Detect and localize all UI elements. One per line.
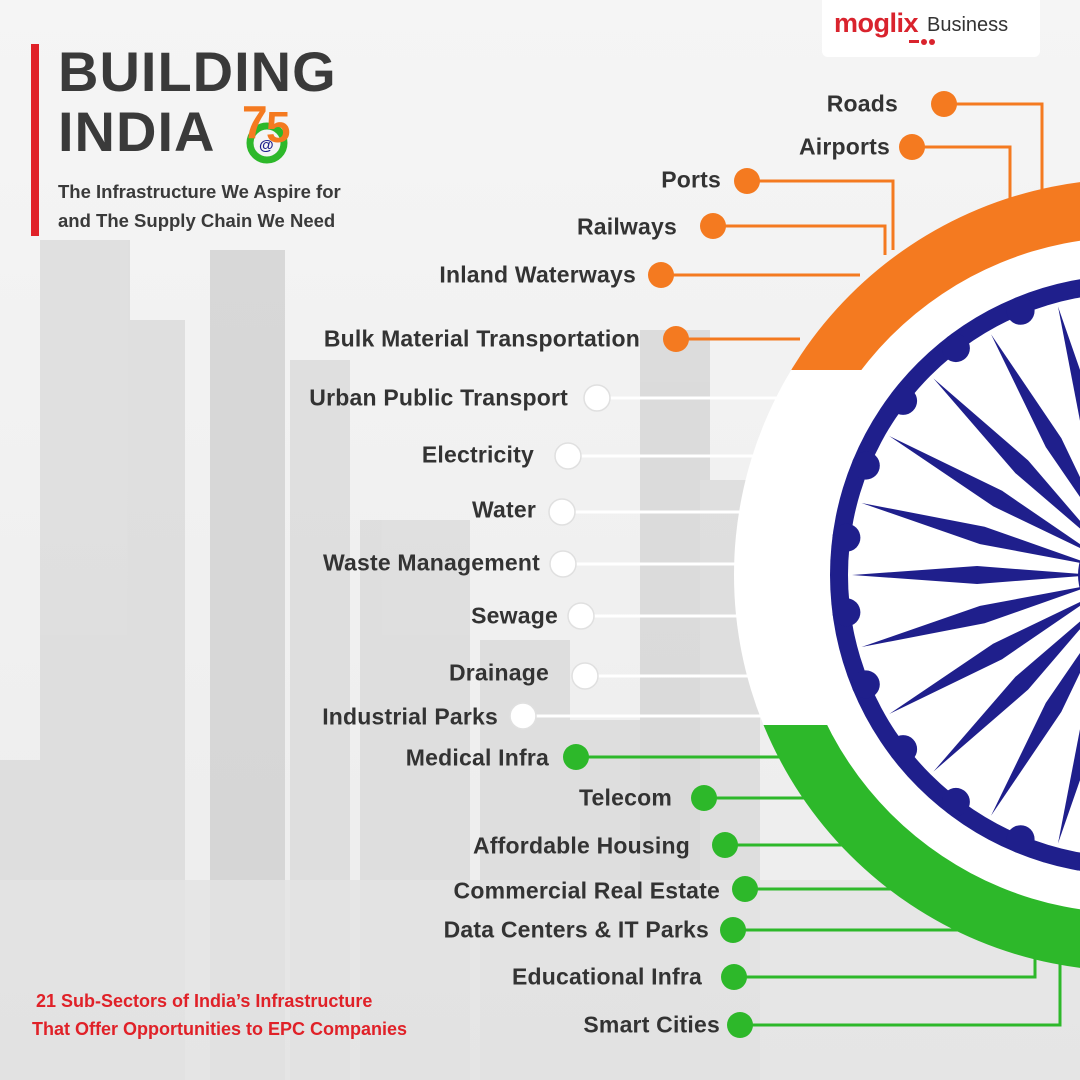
connector-dot <box>583 384 611 412</box>
chakra-spoke <box>861 503 1080 563</box>
connector-dot <box>700 213 726 239</box>
connector-line <box>912 145 1012 205</box>
sector-label: Industrial Parks <box>322 703 498 730</box>
sector-label: Data Centers & IT Parks <box>443 916 709 943</box>
footer-line-1: 21 Sub-Sectors of India’s Infrastructure <box>36 991 373 1011</box>
connector-dot <box>727 1012 753 1038</box>
connector-dot <box>554 442 582 470</box>
connector-line <box>747 179 895 250</box>
sector-label: Waste Management <box>322 549 540 576</box>
connector-dot <box>648 262 674 288</box>
connector-dot <box>571 662 599 690</box>
chakra-spoke <box>991 334 1080 498</box>
badge-seven: 7 <box>242 100 268 148</box>
sector-label: Affordable Housing <box>473 832 690 859</box>
connector-dot <box>663 326 689 352</box>
chakra-spoke <box>933 378 1080 529</box>
chakra-spoke <box>889 602 1080 714</box>
connector-dot <box>549 550 577 578</box>
chakra-spoke <box>1058 306 1080 421</box>
connector-line <box>713 224 887 255</box>
connector-line <box>944 102 1044 200</box>
sector-label: Sewage <box>471 602 558 629</box>
sector-label: Water <box>471 496 536 523</box>
connector-dot <box>712 832 738 858</box>
sector-label: Commercial Real Estate <box>453 877 720 904</box>
sector-label: Roads <box>826 90 898 117</box>
brand-name: moglix <box>834 8 919 38</box>
page-title-line-2: INDIA <box>58 100 216 163</box>
sector-label: Airports <box>798 133 890 160</box>
sector-label: Telecom <box>578 784 672 811</box>
page-title-line-1: BUILDING <box>58 40 337 103</box>
connector-dot <box>721 964 747 990</box>
connector-dot <box>509 702 537 730</box>
sector-label: Urban Public Transport <box>309 384 568 411</box>
connector-dot <box>931 91 957 117</box>
ashoka-chakra <box>830 279 1080 871</box>
subtitle-line-2: and The Supply Chain We Need <box>58 210 336 231</box>
chakra-spoke <box>991 652 1080 816</box>
connector-dot <box>563 744 589 770</box>
subtitle-line-1: The Infrastructure We Aspire for <box>58 181 341 202</box>
brand-suffix: Business <box>927 14 1009 36</box>
brand-logo: moglix Business <box>822 0 1040 57</box>
india-at-75-badge: 7 5 @ <box>242 100 290 164</box>
badge-at: @ <box>259 137 274 154</box>
sector-label: Inland Waterways <box>439 261 636 288</box>
title-accent-bar <box>31 44 39 236</box>
chakra-spoke <box>1058 729 1080 844</box>
connector-dot <box>899 134 925 160</box>
chakra-spoke <box>852 566 1080 584</box>
badge-five: 5 <box>266 103 290 152</box>
connector-dot <box>691 785 717 811</box>
sector-label: Drainage <box>448 659 549 686</box>
chakra-spoke <box>933 621 1080 772</box>
footer-line-2: That Offer Opportunities to EPC Companie… <box>32 1019 408 1039</box>
connector-dot <box>720 917 746 943</box>
sector-label: Smart Cities <box>583 1011 720 1038</box>
brand-dots-icon <box>909 39 935 45</box>
connector-dot <box>734 168 760 194</box>
sector-label: Medical Infra <box>405 744 549 771</box>
connector-dot <box>548 498 576 526</box>
connector-dot <box>732 876 758 902</box>
connector-dot <box>567 602 595 630</box>
sector-label: Educational Infra <box>512 963 702 990</box>
chakra-spoke <box>889 436 1080 548</box>
connector-dots <box>509 91 957 1038</box>
sector-label: Electricity <box>421 441 534 468</box>
chakra-spoke <box>861 587 1080 647</box>
sector-label: Ports <box>661 166 721 193</box>
sector-label: Railways <box>576 213 677 240</box>
sector-label: Bulk Material Transportation <box>323 325 640 352</box>
